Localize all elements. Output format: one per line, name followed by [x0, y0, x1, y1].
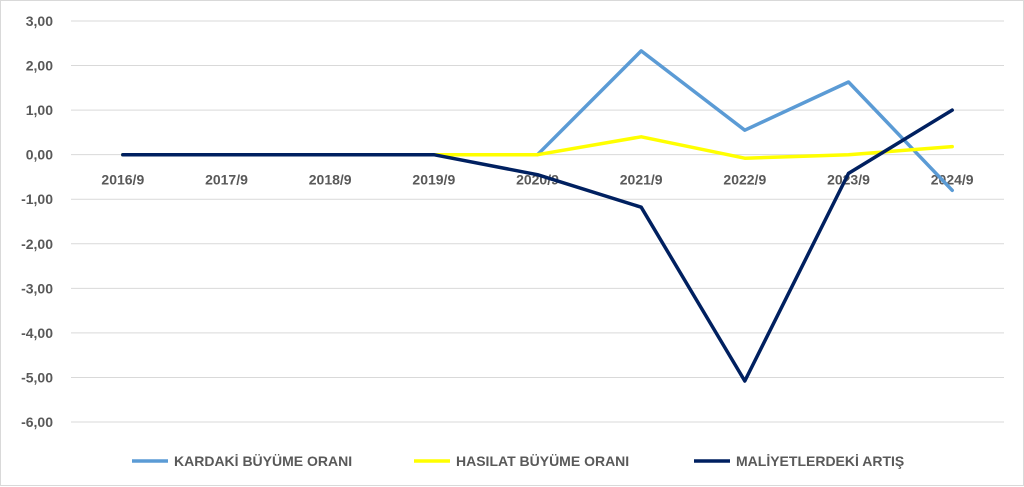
- y-tick-label: -4,00: [21, 325, 53, 341]
- x-tick-label: 2017/9: [205, 172, 248, 188]
- y-tick-label: 1,00: [26, 102, 53, 118]
- legend-label: HASILAT BÜYÜME ORANI: [456, 453, 629, 469]
- x-tick-label: 2019/9: [412, 172, 455, 188]
- x-tick-label: 2023/9: [827, 172, 870, 188]
- y-tick-label: -5,00: [21, 369, 53, 385]
- y-tick-label: -3,00: [21, 280, 53, 296]
- x-axis-ticks: 2016/9 2017/9 2018/9 2019/9 2020/9 2021/9 2022…: [101, 172, 973, 188]
- x-tick-label: 2024/9: [931, 172, 974, 188]
- series-lines: [121, 49, 954, 383]
- y-tick-label: 2,00: [26, 58, 53, 74]
- y-tick-label: -6,00: [21, 414, 53, 430]
- y-tick-label: 0,00: [26, 147, 53, 163]
- x-tick-label: 2022/9: [723, 172, 766, 188]
- legend: KARDAKİ BÜYÜME ORANI HASILAT BÜYÜME ORANI…: [132, 453, 904, 469]
- y-tick-label: -2,00: [21, 236, 53, 252]
- legend-label: KARDAKİ BÜYÜME ORANI: [174, 453, 352, 469]
- x-tick-label: 2021/9: [620, 172, 663, 188]
- y-tick-label: 3,00: [26, 13, 53, 29]
- x-tick-label: 2018/9: [309, 172, 352, 188]
- y-tick-label: -1,00: [21, 191, 53, 207]
- gridlines: [71, 20, 1004, 423]
- legend-label: MALİYETLERDEKİ ARTIŞ: [736, 453, 904, 469]
- series-line-3: [121, 108, 954, 383]
- x-tick-label: 2016/9: [101, 172, 144, 188]
- x-tick-label: 2020/9: [516, 172, 559, 188]
- y-axis-ticks: 3,00 2,00 1,00 0,00 -1,00 -2,00 -3,00 -4,00 -5,0…: [21, 13, 53, 430]
- series-line-1: [121, 49, 954, 193]
